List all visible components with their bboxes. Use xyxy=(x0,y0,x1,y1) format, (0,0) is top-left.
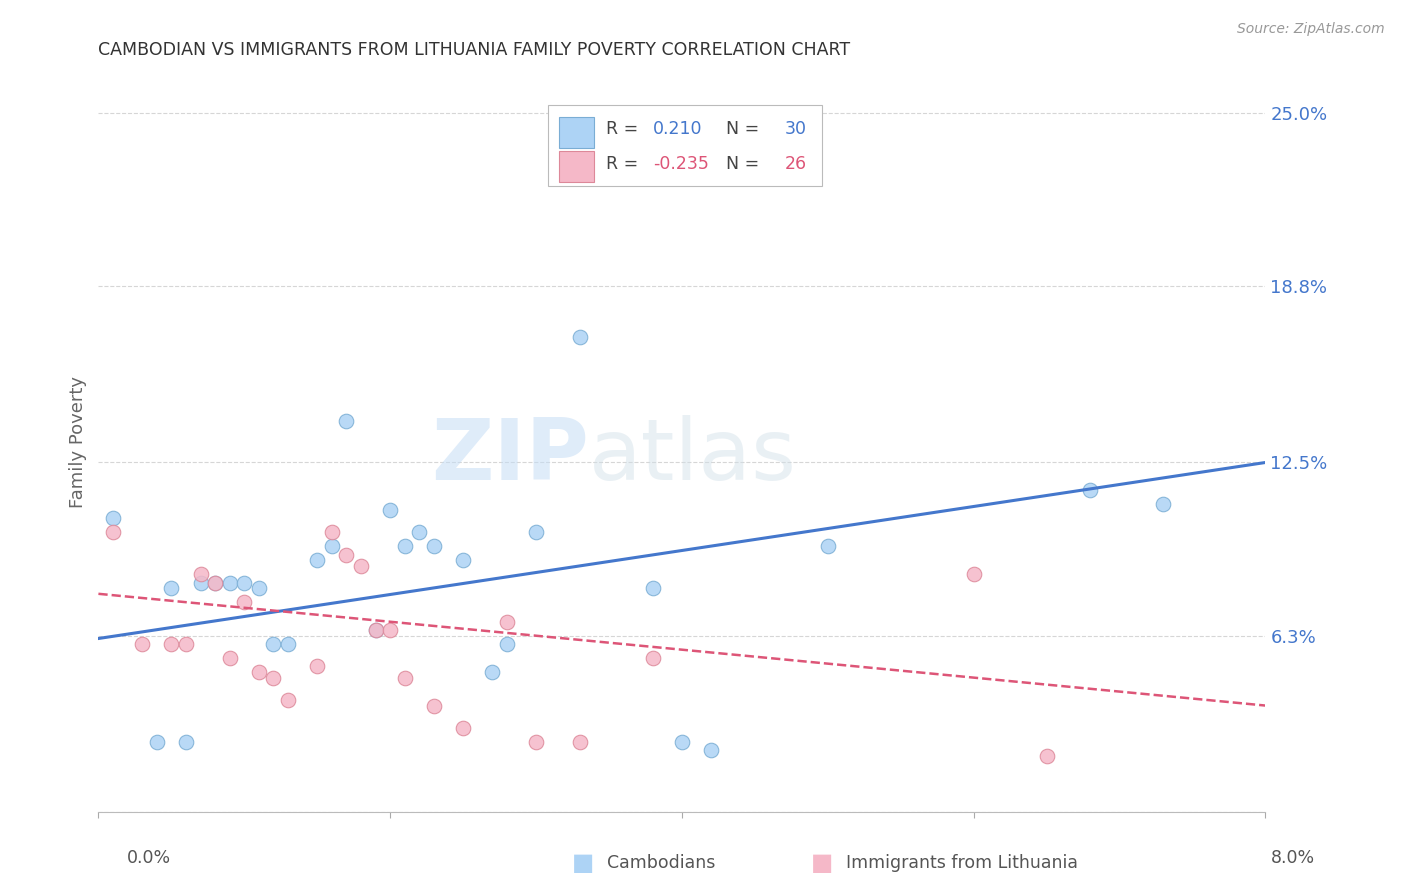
Text: Immigrants from Lithuania: Immigrants from Lithuania xyxy=(846,855,1078,872)
Point xyxy=(101,511,124,525)
Point xyxy=(524,525,547,540)
Point xyxy=(101,525,124,540)
Point xyxy=(423,698,446,713)
Text: N =: N = xyxy=(714,120,765,138)
Y-axis label: Family Poverty: Family Poverty xyxy=(69,376,87,508)
Point xyxy=(641,651,664,665)
Text: ZIP: ZIP xyxy=(430,415,589,498)
Point xyxy=(160,581,183,595)
Point xyxy=(233,595,256,609)
Point xyxy=(233,575,256,590)
Bar xyxy=(560,117,595,147)
Point xyxy=(568,735,591,749)
Text: R =: R = xyxy=(606,155,644,173)
Text: atlas: atlas xyxy=(589,415,797,498)
Point xyxy=(204,575,226,590)
Text: R =: R = xyxy=(606,120,650,138)
Point xyxy=(408,525,430,540)
Point xyxy=(700,743,723,757)
Point xyxy=(364,623,387,637)
Text: 8.0%: 8.0% xyxy=(1271,849,1315,867)
Text: 30: 30 xyxy=(785,120,807,138)
Point xyxy=(307,659,329,673)
Point xyxy=(146,735,169,749)
Bar xyxy=(560,152,595,183)
Point xyxy=(174,735,197,749)
Point xyxy=(524,735,547,749)
Point xyxy=(641,581,664,595)
Point xyxy=(174,637,197,651)
Point xyxy=(481,665,503,679)
Point xyxy=(1035,748,1057,763)
Text: Cambodians: Cambodians xyxy=(607,855,716,872)
Text: 26: 26 xyxy=(785,155,807,173)
Point xyxy=(247,581,270,595)
Point xyxy=(277,693,299,707)
Text: 0.210: 0.210 xyxy=(652,120,702,138)
FancyBboxPatch shape xyxy=(548,104,823,186)
Text: -0.235: -0.235 xyxy=(652,155,709,173)
Point xyxy=(394,539,416,553)
Point xyxy=(218,651,240,665)
Point xyxy=(962,567,984,582)
Point xyxy=(160,637,183,651)
Point xyxy=(190,567,212,582)
Point xyxy=(262,637,284,651)
Point xyxy=(218,575,240,590)
Text: 0.0%: 0.0% xyxy=(127,849,170,867)
Point xyxy=(204,575,226,590)
Point xyxy=(1152,497,1174,511)
Text: Source: ZipAtlas.com: Source: ZipAtlas.com xyxy=(1237,22,1385,37)
Point xyxy=(817,539,839,553)
Point xyxy=(671,735,693,749)
Point xyxy=(568,330,591,344)
Point xyxy=(394,671,416,685)
Point xyxy=(335,414,357,428)
Text: ■: ■ xyxy=(811,852,834,875)
Point xyxy=(277,637,299,651)
Point xyxy=(307,553,329,567)
Point xyxy=(190,575,212,590)
Point xyxy=(364,623,387,637)
Point xyxy=(247,665,270,679)
Point xyxy=(380,623,402,637)
Point xyxy=(496,615,519,629)
Text: ■: ■ xyxy=(572,852,595,875)
Point xyxy=(321,539,343,553)
Point xyxy=(496,637,519,651)
Point xyxy=(350,558,373,573)
Text: CAMBODIAN VS IMMIGRANTS FROM LITHUANIA FAMILY POVERTY CORRELATION CHART: CAMBODIAN VS IMMIGRANTS FROM LITHUANIA F… xyxy=(98,41,851,59)
Point xyxy=(335,548,357,562)
Text: N =: N = xyxy=(714,155,765,173)
Point xyxy=(262,671,284,685)
Point xyxy=(321,525,343,540)
Point xyxy=(451,721,474,735)
Point xyxy=(423,539,446,553)
Point xyxy=(1080,483,1102,498)
Point xyxy=(380,503,402,517)
Point xyxy=(131,637,153,651)
Point xyxy=(451,553,474,567)
